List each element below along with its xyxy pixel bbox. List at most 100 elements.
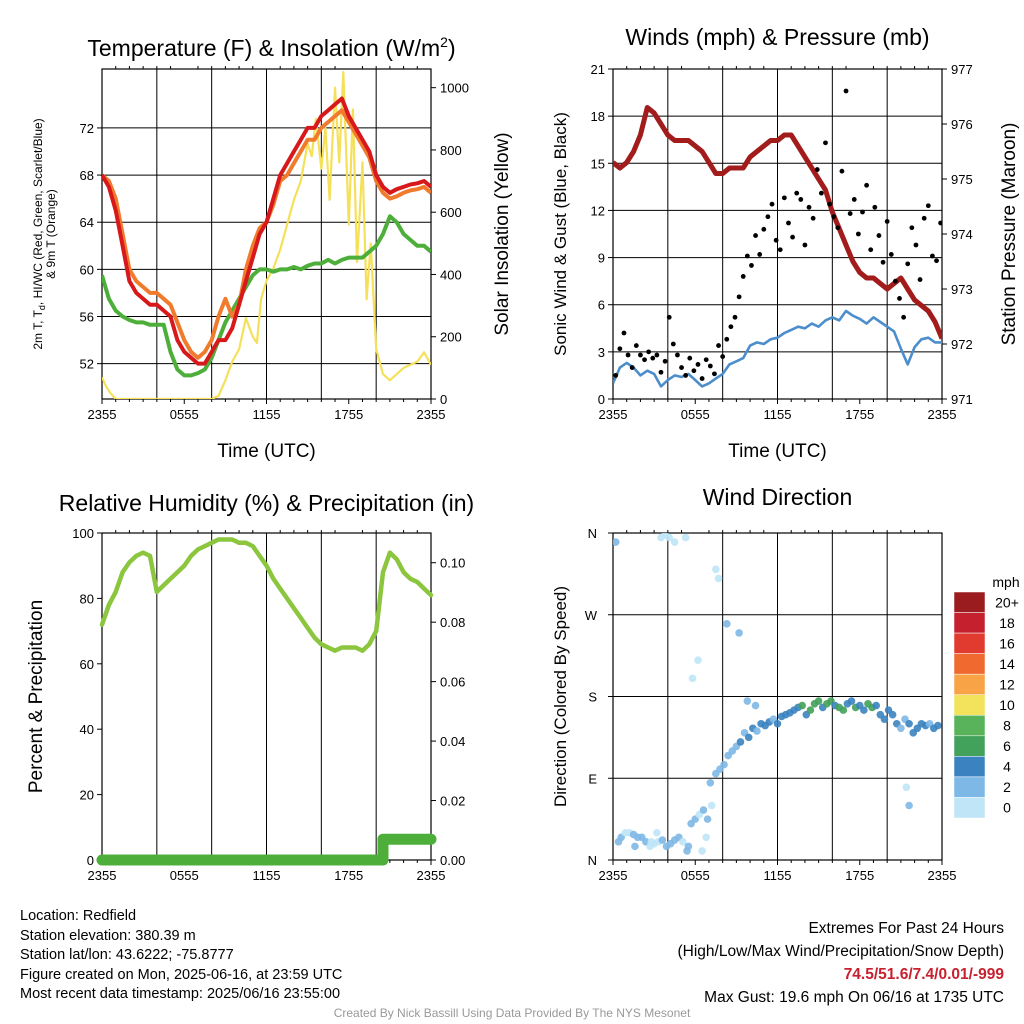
direction-point	[720, 760, 728, 769]
legend-label: 16	[999, 635, 1015, 651]
gust-point	[814, 167, 820, 172]
gust-point	[675, 352, 680, 358]
gust-point	[769, 201, 775, 207]
legend-title: mph	[992, 574, 1019, 590]
direction-point	[880, 715, 889, 724]
extremes-values: 74.5/51.6/7.4/0.01/-999	[843, 966, 1004, 983]
gust-point	[736, 294, 742, 300]
x-tick-label: 1155	[764, 407, 792, 422]
chart-title: Temperature (F) & Insolation (W/m2)	[87, 34, 455, 61]
direction-point	[714, 574, 723, 583]
max-gust: Max Gust: 19.6 mph On 06/16 at 1735 UTC	[704, 989, 1004, 1006]
direction-point	[847, 697, 856, 705]
y-tick-label: 60	[80, 657, 94, 672]
y2-tick-label: 975	[951, 172, 973, 187]
gust-point	[732, 314, 738, 320]
direction-point	[806, 706, 815, 714]
y-tick-label: 0	[87, 853, 94, 868]
x-tick-label: 2355	[417, 407, 446, 422]
y-axis-label: Percent & Precipitation	[26, 600, 47, 793]
chart-title: Winds (mph) & Pressure (mb)	[625, 24, 929, 50]
chart-title: Relative Humidity (%) & Precipitation (i…	[59, 490, 474, 516]
y-tick-label: 72	[80, 121, 94, 136]
gust-point	[827, 201, 832, 207]
direction-point	[706, 778, 715, 787]
gust-point	[851, 197, 857, 202]
gust-point	[687, 355, 693, 361]
direction-point	[670, 538, 679, 546]
gust-point	[938, 220, 942, 226]
y2-tick-label: 0.02	[440, 794, 465, 809]
gust-point	[699, 376, 705, 381]
gust-point	[642, 357, 647, 363]
gust-point	[621, 330, 627, 336]
direction-point	[681, 533, 690, 542]
gust-point	[864, 182, 870, 188]
direction-point	[647, 838, 656, 846]
x-tick-label: 0555	[681, 407, 710, 422]
gust-point	[683, 373, 689, 378]
gust-point	[831, 214, 837, 220]
y-axis-label: 2m T, Td, HI/WC (Red, Green, Scarlet/Blu…	[31, 118, 58, 349]
y-tick-label: 21	[591, 62, 605, 77]
gust-point	[773, 237, 779, 243]
y2-tick-label: 400	[440, 267, 462, 282]
x-tick-label: 0555	[170, 868, 199, 883]
x-tick-label: 2355	[599, 407, 628, 422]
station-info: Location: Redfield Station elevation: 38…	[20, 907, 342, 1005]
gust-point	[646, 349, 652, 355]
extremes-description: (High/Low/Max Wind/Precipitation/Snow De…	[677, 943, 1005, 960]
direction-point	[839, 706, 848, 714]
y2-tick-label: 1000	[440, 81, 469, 96]
x-tick-label: 1155	[764, 868, 792, 883]
direction-point	[653, 828, 661, 837]
gust-point	[934, 258, 939, 264]
legend-label: 18	[999, 615, 1015, 631]
direction-point	[688, 674, 697, 683]
gust-point	[712, 371, 717, 377]
chart-title-superscript: 2	[440, 34, 448, 50]
gust-point	[806, 204, 812, 210]
y2-tick-label: 0.04	[440, 734, 465, 749]
meteogram-canvas: 2355 0555 1155 1755 235552566064687202004006…	[26, 24, 1020, 883]
gust-point	[720, 354, 726, 359]
direction-point	[888, 710, 897, 719]
x-tick-label: 2355	[928, 407, 957, 422]
gust-point	[892, 278, 898, 284]
gust-point	[728, 324, 734, 330]
direction-point	[743, 697, 752, 705]
y-tick-label: 64	[80, 215, 94, 230]
direction-point	[712, 565, 720, 574]
y2-axis-label-text: Solar Insolation (Yellow)	[492, 132, 513, 335]
y2-axis-label-text: Station Pressure (Maroon)	[999, 123, 1020, 346]
gust-point	[921, 215, 927, 221]
x-tick-label: 1755	[845, 868, 874, 883]
extremes-title: Extremes For Past 24 Hours	[808, 920, 1004, 937]
x-tick-label: 1755	[334, 407, 363, 422]
y-axis-label-text: Direction (Colored By Speed)	[551, 586, 570, 807]
legend-swatch	[953, 715, 986, 737]
legend-swatch	[953, 632, 986, 654]
direction-point	[631, 842, 639, 851]
gust-point	[917, 277, 923, 282]
y2-tick-label: 972	[951, 337, 973, 352]
y-tick-label: 12	[591, 203, 605, 218]
direction-point	[703, 815, 712, 823]
gust-point	[617, 346, 623, 352]
gust-point	[658, 369, 664, 375]
y-tick-label: 80	[80, 591, 94, 606]
gust-point	[888, 252, 894, 257]
x-axis-label: Time (UTC)	[728, 441, 827, 462]
gust-point	[666, 314, 672, 320]
y2-tick-label: 0.10	[440, 556, 465, 571]
direction-point	[860, 706, 868, 714]
y2-tick-label: 971	[951, 392, 973, 407]
y-axis-label-line1: 2m T, Td, HI/WC (Red, Green, Scarlet/Blu…	[31, 118, 47, 349]
y2-tick-label: 973	[951, 282, 973, 297]
extremes-panel: Extremes For Past 24 Hours (High/Low/Max…	[678, 917, 1005, 1009]
legend-label: 8	[1003, 718, 1011, 734]
legend-swatch	[953, 735, 986, 757]
y-tick-label: 6	[598, 298, 605, 313]
gust-point	[654, 352, 660, 358]
x-tick-label: 0555	[681, 868, 710, 883]
